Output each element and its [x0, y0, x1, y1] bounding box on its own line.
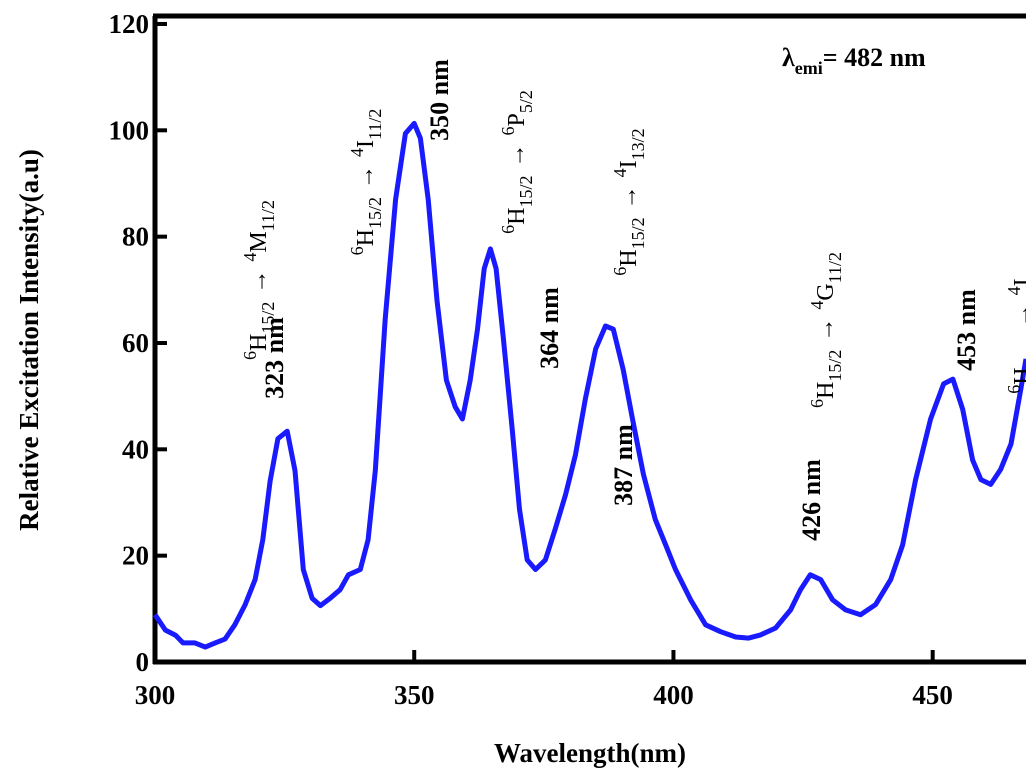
- transition-part: 6: [610, 267, 630, 276]
- transition-part: I: [353, 140, 379, 148]
- emission-sub: emi: [795, 58, 823, 78]
- y-tick-label: 60: [122, 328, 149, 358]
- peak-label: 453 nm: [952, 289, 981, 371]
- transition-part: →: [353, 165, 379, 189]
- transition-part: H: [246, 334, 272, 351]
- y-tick-label: 40: [122, 434, 149, 464]
- transition-part: 15/2: [365, 197, 385, 229]
- transition-part: I: [1010, 278, 1026, 286]
- x-tick-label: 450: [912, 680, 953, 710]
- x-tick-label: 400: [653, 680, 694, 710]
- transition-part: →: [1010, 303, 1026, 327]
- emission-text: = 482 nm: [823, 43, 926, 72]
- transition-part: 6: [240, 351, 260, 360]
- transition-label: 6H15/2→6P5/2: [498, 90, 536, 234]
- transition-part: 15/2: [1022, 335, 1026, 367]
- transition-part: G: [813, 283, 839, 300]
- transition-part: H: [1010, 367, 1026, 384]
- transition-part: →: [616, 185, 642, 209]
- transition-part: 11/2: [365, 109, 385, 140]
- transition-label: 6H15/2 → 4M11/2: [240, 200, 278, 360]
- y-tick-label: 20: [122, 541, 149, 571]
- transition-part: 6: [807, 399, 827, 408]
- emission-symbol: λ: [782, 43, 795, 72]
- transition-label: 6H15/2 → 4I13/2: [610, 128, 648, 275]
- transition-part: P: [504, 113, 530, 126]
- transition-part: 6: [1004, 385, 1024, 394]
- transition-part: 4: [610, 168, 630, 177]
- y-tick-label: 0: [136, 647, 150, 677]
- transition-part: 15/2: [516, 176, 536, 208]
- peak-label: 323 nm: [260, 317, 289, 399]
- transition-part: 6: [498, 225, 518, 234]
- transition-part: H: [504, 208, 530, 225]
- transition-label: 6H15/2→4I15/2: [1004, 246, 1026, 393]
- transition-part: H: [616, 249, 642, 266]
- transition-part: →: [504, 144, 530, 168]
- transition-part: 4: [807, 301, 827, 310]
- transition-part: 6: [347, 246, 367, 255]
- spectrum-line: [152, 120, 1026, 650]
- transition-part: 4: [1004, 286, 1024, 295]
- transition-part: 5/2: [516, 90, 536, 113]
- x-axis-title: Wavelength(nm): [494, 738, 686, 768]
- transition-part: I: [616, 160, 642, 168]
- transition-part: 11/2: [258, 200, 278, 231]
- transition-part: 11/2: [825, 252, 845, 283]
- transition-part: →: [246, 270, 272, 294]
- y-tick-label: 80: [122, 222, 149, 252]
- peak-label: 426 nm: [797, 459, 826, 541]
- x-tick-label: 300: [135, 680, 176, 710]
- y-tick-label: 100: [109, 115, 150, 145]
- transition-part: H: [813, 382, 839, 399]
- y-tick-label: 120: [109, 9, 150, 39]
- transition-part: 15/2: [258, 302, 278, 334]
- peak-label: 364 nm: [535, 287, 564, 369]
- transition-part: 4: [347, 148, 367, 157]
- emission-label: λemi= 482 nm: [782, 43, 926, 78]
- transition-part: 15/2: [628, 217, 648, 249]
- transition-part: 13/2: [628, 128, 648, 160]
- transition-part: 15/2: [825, 350, 845, 382]
- transition-label: 6H15/2 → 4G11/2: [807, 252, 845, 408]
- transition-part: →: [813, 318, 839, 342]
- transition-part: 15/2: [1022, 246, 1026, 278]
- peak-label: 350 nm: [425, 59, 454, 141]
- transition-part: M: [246, 231, 272, 252]
- y-axis-title: Relative Excitation Intensity(a.u): [14, 149, 44, 531]
- peak-label: 387 nm: [609, 424, 638, 506]
- transition-part: H: [353, 229, 379, 246]
- x-tick-label: 350: [394, 680, 435, 710]
- transition-part: 6: [498, 127, 518, 136]
- transition-label: 6H15/2 → 4I11/2: [347, 109, 385, 256]
- transition-part: 4: [240, 253, 260, 262]
